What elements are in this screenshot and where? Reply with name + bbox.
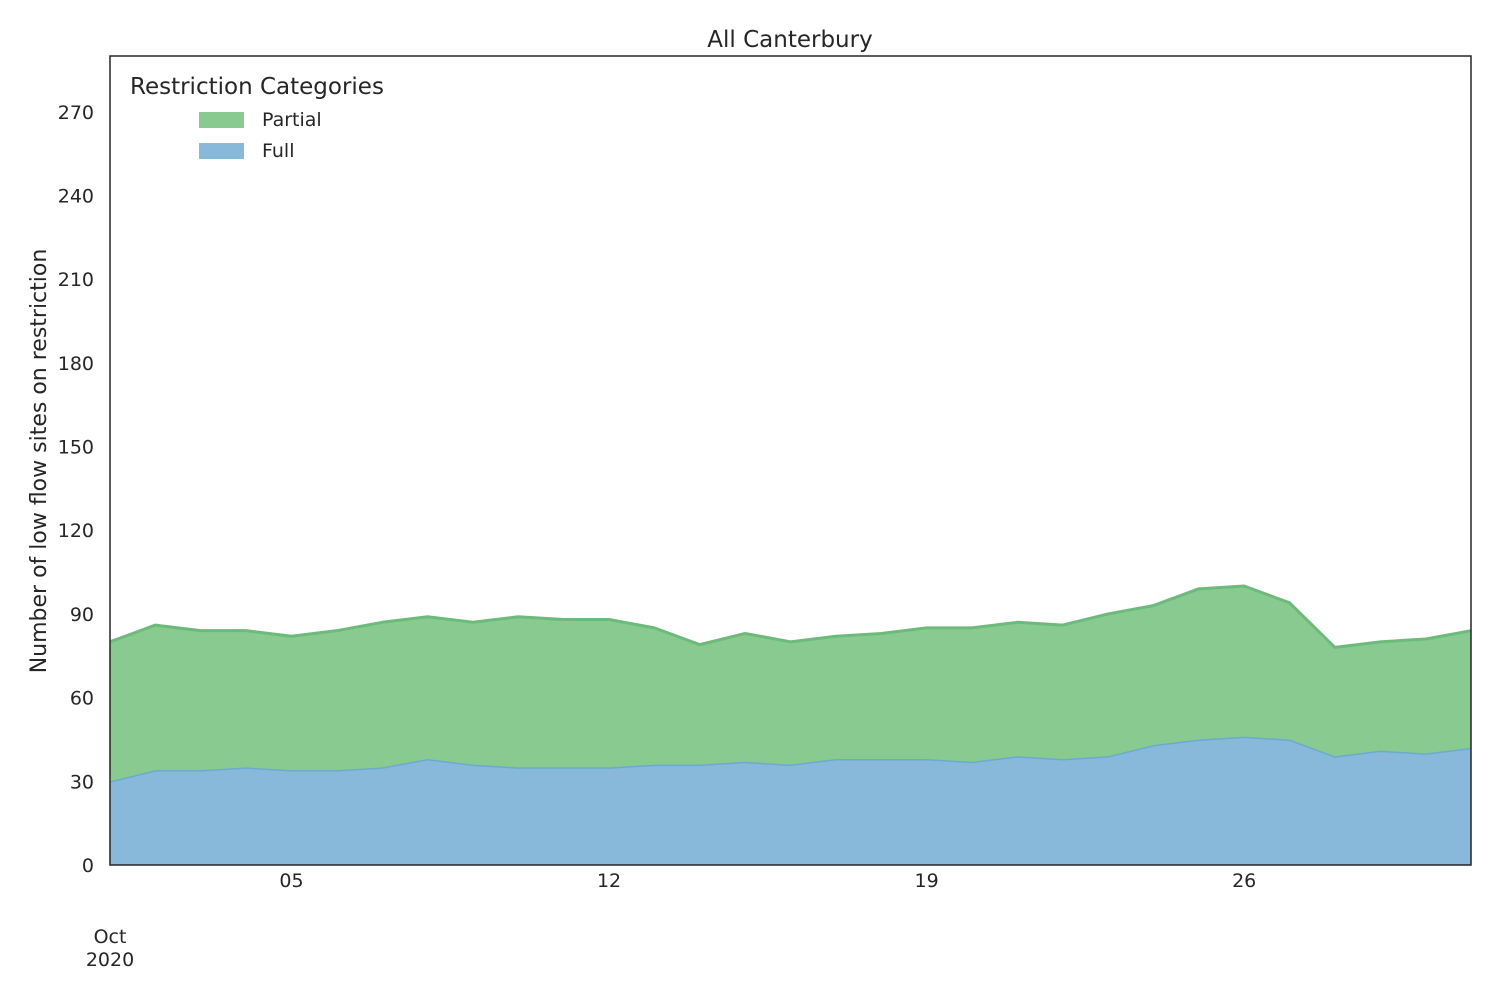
legend: Restriction Categories Partial Full (130, 74, 384, 162)
plot-frame (109, 55, 1472, 866)
plot-area (109, 584, 1472, 865)
y-tick-label: 210 (58, 269, 94, 291)
legend-label-full: Full (262, 140, 295, 162)
y-axis: 0 30 60 90 120 150 180 210 240 270 (58, 102, 94, 877)
x-tick-label: 05 (279, 870, 303, 892)
area-full (110, 736, 1471, 865)
y-tick-label: 90 (70, 604, 94, 626)
x-axis: 05 12 19 26 (279, 870, 1256, 892)
legend-title: Restriction Categories (130, 74, 384, 100)
x-tick-label: 26 (1232, 870, 1256, 892)
y-tick-label: 180 (58, 353, 94, 375)
x-major-label-year: 2020 (86, 949, 134, 971)
y-axis-title: Number of low flow sites on restriction (27, 249, 52, 674)
x-tick-label: 12 (597, 870, 621, 892)
chart-title: All Canterbury (707, 27, 872, 53)
y-tick-label: 240 (58, 185, 94, 207)
x-major-label-month: Oct (94, 926, 127, 948)
legend-swatch-full (199, 143, 244, 159)
y-tick-label: 270 (58, 102, 94, 124)
y-tick-label: 120 (58, 520, 94, 542)
line-partial (109, 584, 1472, 649)
y-tick-label: 60 (70, 688, 94, 710)
y-tick-label: 0 (82, 855, 94, 877)
legend-swatch-partial (199, 112, 244, 128)
x-tick-label: 19 (915, 870, 939, 892)
area-partial (110, 586, 1471, 782)
y-tick-label: 30 (70, 771, 94, 793)
y-tick-label: 150 (58, 437, 94, 459)
legend-label-partial: Partial (262, 109, 322, 131)
